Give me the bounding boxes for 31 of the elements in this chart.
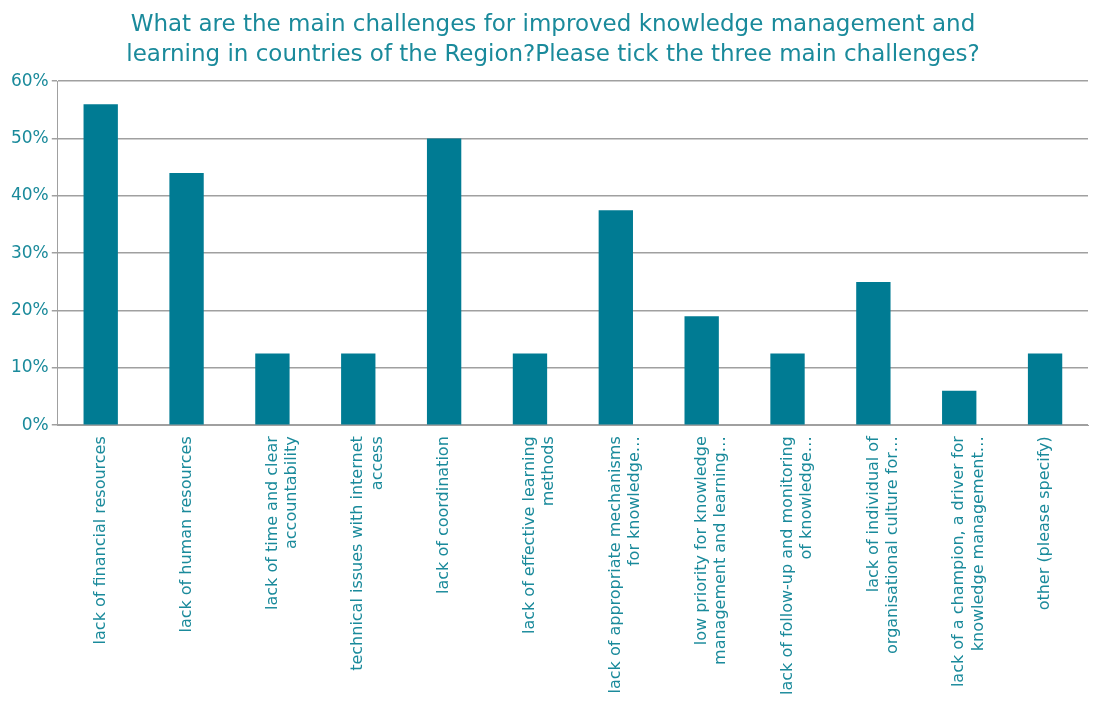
x-tick-label: other (please specify): [1034, 436, 1054, 611]
bar: [598, 210, 633, 425]
x-tick-label: lack of follow-up and monitoring of knowledge…: [776, 436, 815, 695]
x-tick-label: technical issues with internet access: [347, 436, 386, 671]
bar: [770, 353, 805, 425]
bar: [169, 172, 204, 425]
bar: [856, 281, 891, 425]
bar: [684, 316, 719, 425]
x-tick-label: low priority for knowledge management and learning…: [690, 436, 730, 665]
bar: [83, 104, 118, 425]
y-tick-label: 0%: [21, 413, 49, 434]
y-tick-label: 60%: [10, 69, 49, 90]
y-tick-label: 40%: [10, 184, 49, 205]
y-tick-label: 50%: [10, 126, 49, 147]
bar: [255, 353, 290, 425]
bar: [512, 353, 548, 425]
x-tick-label: lack of effective learning methods: [519, 436, 558, 635]
bar: [942, 390, 977, 425]
x-tick-label: lack of a champion, a driver for knowledge management…: [948, 435, 987, 688]
chart-title: What are the main challenges for improved knowledge management and learning in countries of the Region?Please tick the three main challenges?: [125, 9, 981, 68]
bar: [341, 353, 376, 425]
bar: [1027, 353, 1063, 425]
y-tick-label: 10%: [10, 356, 49, 377]
x-tick-label: lack of coordination: [433, 436, 453, 594]
x-tick-label: lack of appropriate mechanisms for knowledge…: [604, 436, 644, 694]
y-tick-label: 30%: [10, 241, 49, 262]
x-tick-label: lack of individual of organisational culture for…: [862, 435, 901, 654]
x-tick-label: lack of financial resources: [89, 436, 109, 645]
y-tick-label: 20%: [10, 298, 49, 319]
bar: [426, 138, 462, 425]
x-tick-label: lack of human resources: [175, 436, 195, 633]
